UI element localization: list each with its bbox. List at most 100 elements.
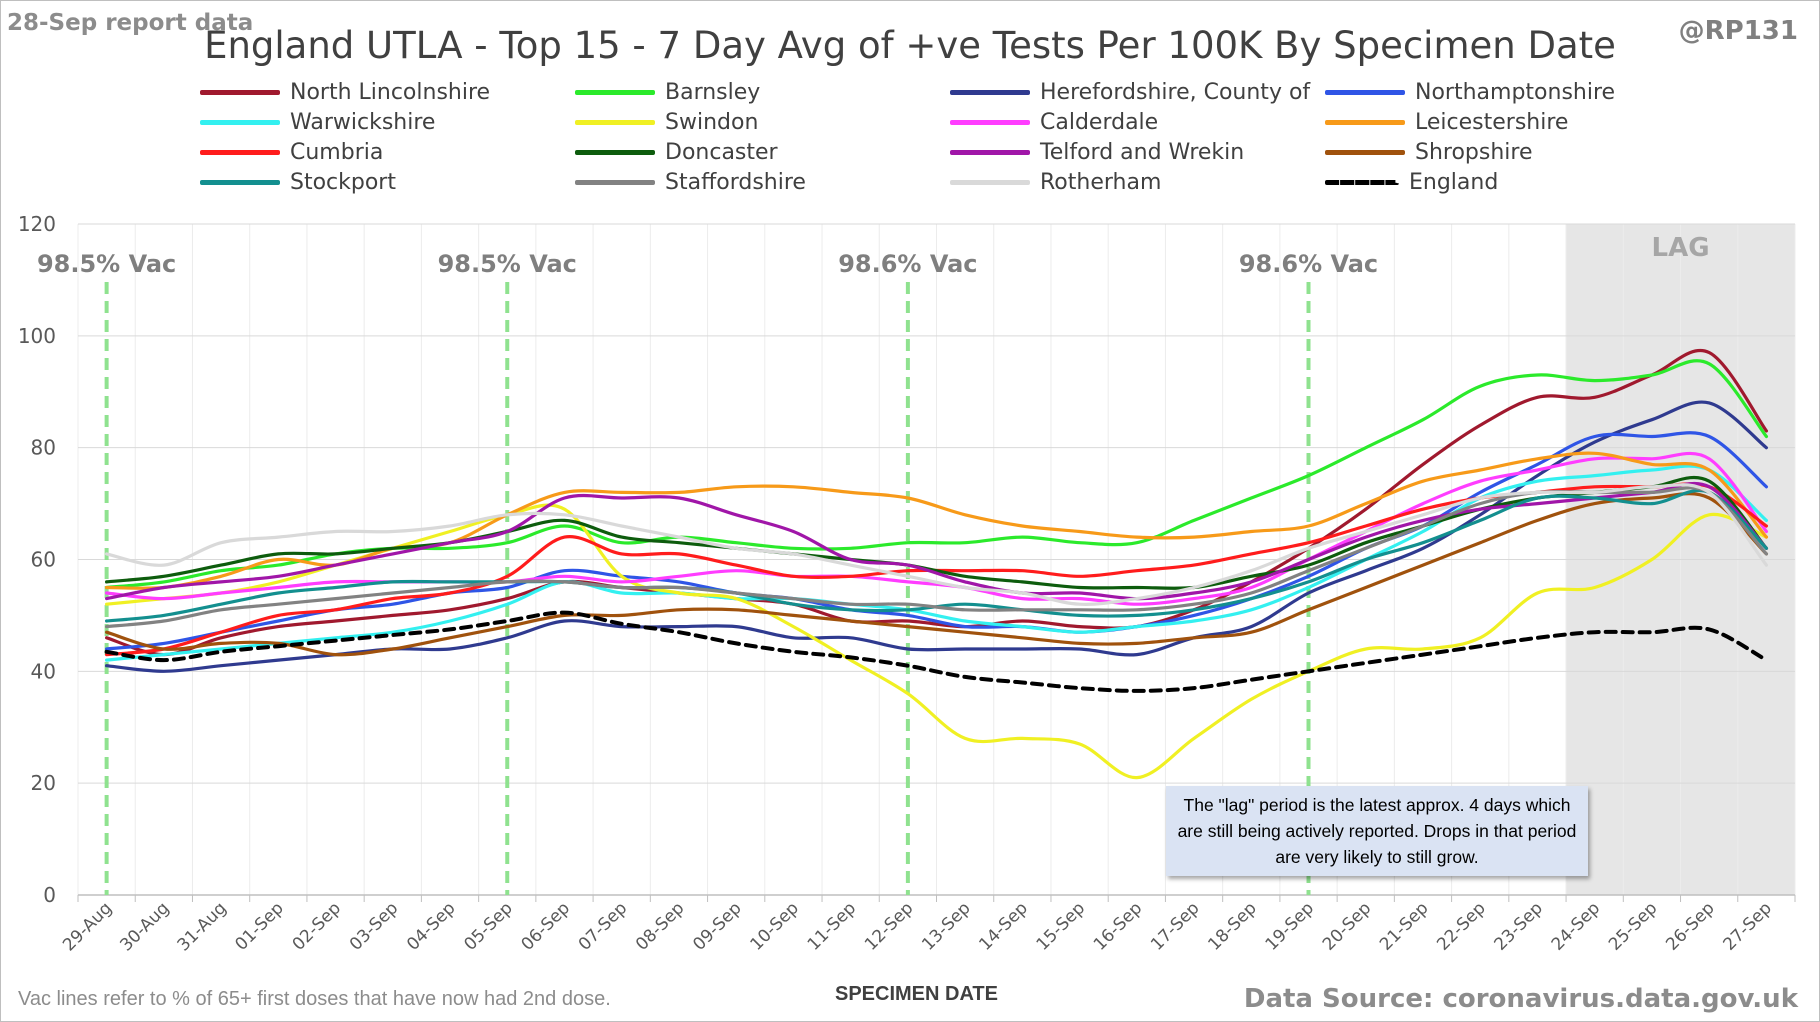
legend-swatch	[200, 179, 280, 185]
y-tick-label: 0	[43, 883, 56, 907]
series-line-england	[104, 610, 1769, 693]
legend-swatch	[200, 149, 280, 155]
legend-item-doncaster: Doncaster	[575, 137, 778, 167]
x-axis-label: SPECIMEN DATE	[835, 983, 998, 1005]
legend-item-northamptonshire: Northamptonshire	[1325, 77, 1615, 107]
vac-label: 98.6% Vac	[838, 250, 977, 278]
x-tick-label: 27-Sep	[1719, 898, 1775, 954]
legend-item-warwickshire: Warwickshire	[200, 107, 435, 137]
y-tick-label: 40	[31, 659, 56, 683]
legend: North Lincolnshire Barnsley Herefordshire,…	[0, 0, 1820, 220]
legend-item-england: England	[1325, 167, 1498, 197]
legend-item-calderdale: Calderdale	[950, 107, 1158, 137]
legend-swatch	[200, 89, 280, 95]
legend-label: Staffordshire	[665, 169, 806, 195]
x-tick-label: 20-Sep	[1319, 898, 1375, 954]
x-tick-label: 26-Sep	[1662, 898, 1718, 954]
x-tick-label: 29-Aug	[59, 898, 116, 955]
x-tick-label: 11-Sep	[804, 898, 860, 954]
x-tick-label: 03-Sep	[346, 898, 402, 954]
y-tick-label: 120	[18, 212, 56, 236]
lag-label: LAG	[1652, 233, 1710, 263]
lag-note: The "lag" period is the latest approx. 4…	[1166, 786, 1588, 876]
x-tick-label: 02-Sep	[289, 898, 345, 954]
series-line-stockport	[105, 489, 1768, 623]
legend-item-herefordshire-county-of: Herefordshire, County of	[950, 77, 1310, 107]
vac-label: 98.5% Vac	[438, 250, 577, 278]
y-tick-label: 20	[31, 771, 56, 795]
x-tick-label: 01-Sep	[231, 898, 287, 954]
legend-swatch	[200, 119, 280, 125]
x-tick-label: 16-Sep	[1090, 898, 1146, 954]
x-tick-label: 12-Sep	[861, 898, 917, 954]
x-tick-label: 04-Sep	[403, 898, 459, 954]
y-tick-label: 80	[31, 436, 56, 460]
series-line-shropshire	[105, 492, 1768, 657]
vac-label: 98.5% Vac	[37, 250, 176, 278]
legend-item-shropshire: Shropshire	[1325, 137, 1533, 167]
y-tick-label: 60	[31, 548, 56, 572]
legend-swatch	[575, 89, 655, 95]
legend-label: Rotherham	[1040, 169, 1162, 195]
x-tick-label: 07-Sep	[575, 898, 631, 954]
x-tick-label: 17-Sep	[1147, 898, 1203, 954]
legend-swatch	[575, 149, 655, 155]
series-line-rotherham	[105, 483, 1768, 606]
x-tick-label: 14-Sep	[975, 898, 1031, 954]
legend-swatch	[1325, 179, 1399, 185]
vac-label: 98.6% Vac	[1239, 250, 1378, 278]
x-tick-label: 05-Sep	[460, 898, 516, 954]
legend-item-staffordshire: Staffordshire	[575, 167, 806, 197]
legend-item-cumbria: Cumbria	[200, 137, 383, 167]
x-tick-label: 10-Sep	[747, 898, 803, 954]
x-tick-label: 15-Sep	[1033, 898, 1089, 954]
x-tick-label: 19-Sep	[1262, 898, 1318, 954]
x-tick-label: 30-Aug	[116, 898, 173, 955]
series-line-staffordshire	[105, 486, 1768, 629]
legend-label: Stockport	[290, 169, 396, 195]
x-tick-label: 25-Sep	[1605, 898, 1661, 954]
legend-label: North Lincolnshire	[290, 79, 491, 105]
legend-item-rotherham: Rotherham	[950, 167, 1161, 197]
report-date: 28-Sep report data	[7, 10, 254, 36]
legend-item-swindon: Swindon	[575, 107, 758, 137]
legend-swatch	[950, 149, 1030, 155]
legend-label: Leicestershire	[1415, 109, 1569, 135]
x-tick-label: 18-Sep	[1204, 898, 1260, 954]
series-line-northamptonshire	[105, 431, 1768, 651]
legend-swatch	[950, 179, 1030, 185]
legend-swatch	[1325, 149, 1405, 155]
x-tick-label: 13-Sep	[918, 898, 974, 954]
legend-label: Calderdale	[1040, 109, 1159, 135]
legend-swatch	[1325, 89, 1405, 95]
legend-item-telford-and-wrekin: Telford and Wrekin	[950, 137, 1244, 167]
legend-label: Swindon	[665, 109, 759, 135]
x-tick-label: 09-Sep	[689, 898, 745, 954]
legend-label: England	[1409, 169, 1499, 195]
legend-swatch	[950, 119, 1030, 125]
author-handle: @RP131	[1678, 16, 1798, 46]
x-tick-label: 06-Sep	[518, 898, 574, 954]
chart-title: England UTLA - Top 15 - 7 Day Avg of +ve…	[204, 24, 1616, 67]
legend-item-barnsley: Barnsley	[575, 77, 760, 107]
x-tick-label: 08-Sep	[632, 898, 688, 954]
legend-item-north-lincolnshire: North Lincolnshire	[200, 77, 490, 107]
legend-swatch	[575, 119, 655, 125]
legend-label: Doncaster	[665, 139, 778, 165]
legend-swatch	[950, 89, 1030, 95]
legend-label: Barnsley	[665, 79, 761, 105]
legend-label: Shropshire	[1415, 139, 1533, 165]
legend-item-leicestershire: Leicestershire	[1325, 107, 1568, 137]
legend-label: Herefordshire, County of	[1040, 79, 1311, 105]
series-line-telford-and-wrekin	[105, 481, 1768, 601]
x-tick-label: 21-Sep	[1376, 898, 1432, 954]
legend-label: Telford and Wrekin	[1040, 139, 1245, 165]
legend-label: Cumbria	[290, 139, 384, 165]
data-source: Data Source: coronavirus.data.gov.uk	[1243, 984, 1798, 1014]
legend-label: Northamptonshire	[1415, 79, 1616, 105]
y-tick-label: 100	[18, 324, 56, 348]
x-tick-label: 23-Sep	[1491, 898, 1547, 954]
series-line-doncaster	[105, 475, 1768, 590]
legend-label: Warwickshire	[290, 109, 436, 135]
